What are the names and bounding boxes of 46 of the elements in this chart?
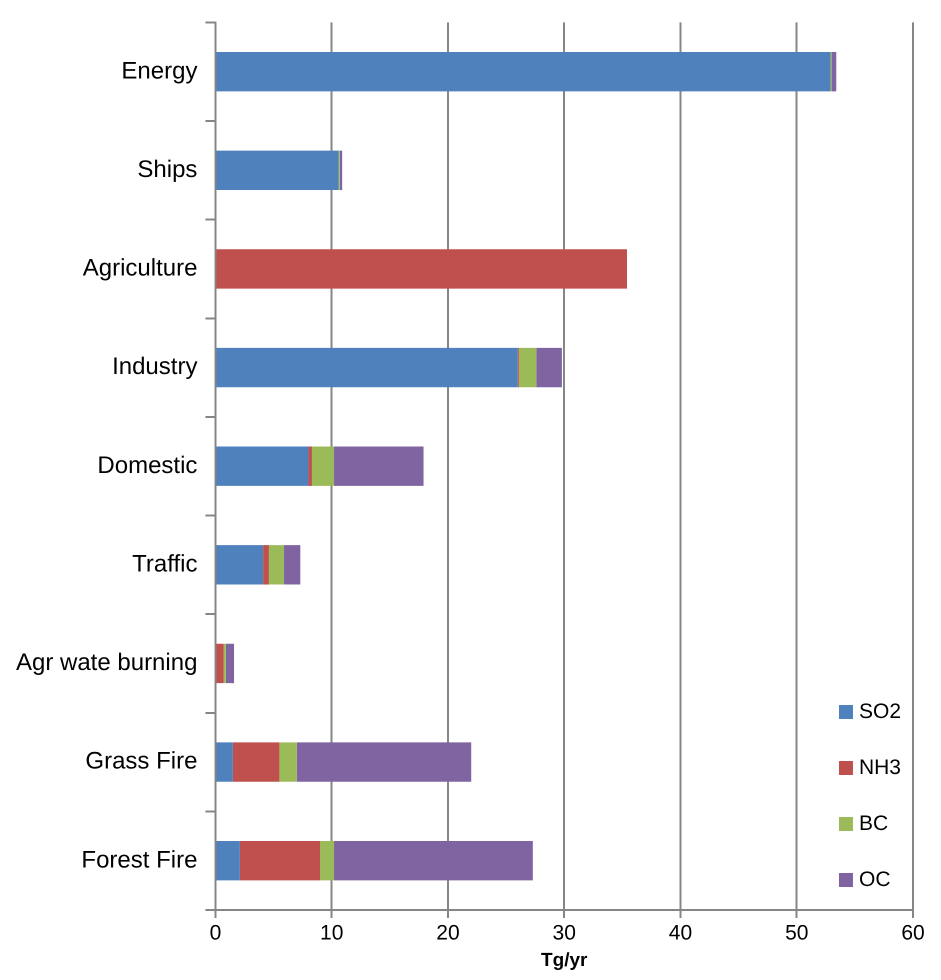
y-tick-label: Agriculture (82, 254, 198, 282)
bar (518, 348, 536, 388)
bar (536, 348, 562, 388)
bar (320, 840, 334, 880)
bar (308, 446, 312, 486)
bar (240, 840, 320, 880)
bar (216, 446, 308, 486)
x-tick-label: 0 (210, 921, 222, 944)
y-tick-label: Domestic (97, 452, 198, 479)
bar (216, 545, 264, 585)
y-tick-label: Forest Fire (81, 846, 198, 874)
bar (216, 150, 339, 190)
bar (279, 742, 297, 782)
bar (263, 545, 269, 585)
bar (296, 742, 472, 782)
x-axis-title: Tg/yr (540, 950, 588, 971)
bar (226, 644, 234, 684)
bar (216, 249, 627, 289)
bar (216, 840, 240, 880)
x-tick-label: 30 (552, 921, 576, 944)
y-tick-label: Industry (112, 353, 198, 380)
y-tick-label: Grass Fire (85, 748, 198, 775)
x-tick-label: 60 (901, 921, 925, 944)
bar (216, 348, 518, 388)
x-tick-label: 20 (436, 921, 460, 944)
bar (232, 742, 280, 782)
bar (268, 545, 284, 585)
y-tick-label: Ships (137, 156, 198, 183)
legend-label: NH3 (858, 756, 901, 779)
x-tick-label: 10 (320, 921, 344, 944)
bar (284, 545, 300, 585)
bar (216, 52, 830, 92)
x-tick-label: 40 (668, 921, 692, 944)
y-tick-label: Energy (121, 57, 198, 84)
y-tick-label: Traffic (132, 550, 198, 578)
bar (312, 446, 334, 486)
x-tick-label: 50 (785, 921, 808, 944)
bar (216, 742, 233, 782)
y-tick-label: Agr wate burning (16, 649, 198, 676)
legend-label: SO2 (858, 700, 902, 723)
bar (216, 644, 224, 684)
bar (832, 52, 836, 92)
legend-label: BC (858, 812, 888, 835)
bar (334, 446, 424, 486)
bar (334, 840, 533, 880)
legend-label: OC (858, 868, 890, 891)
